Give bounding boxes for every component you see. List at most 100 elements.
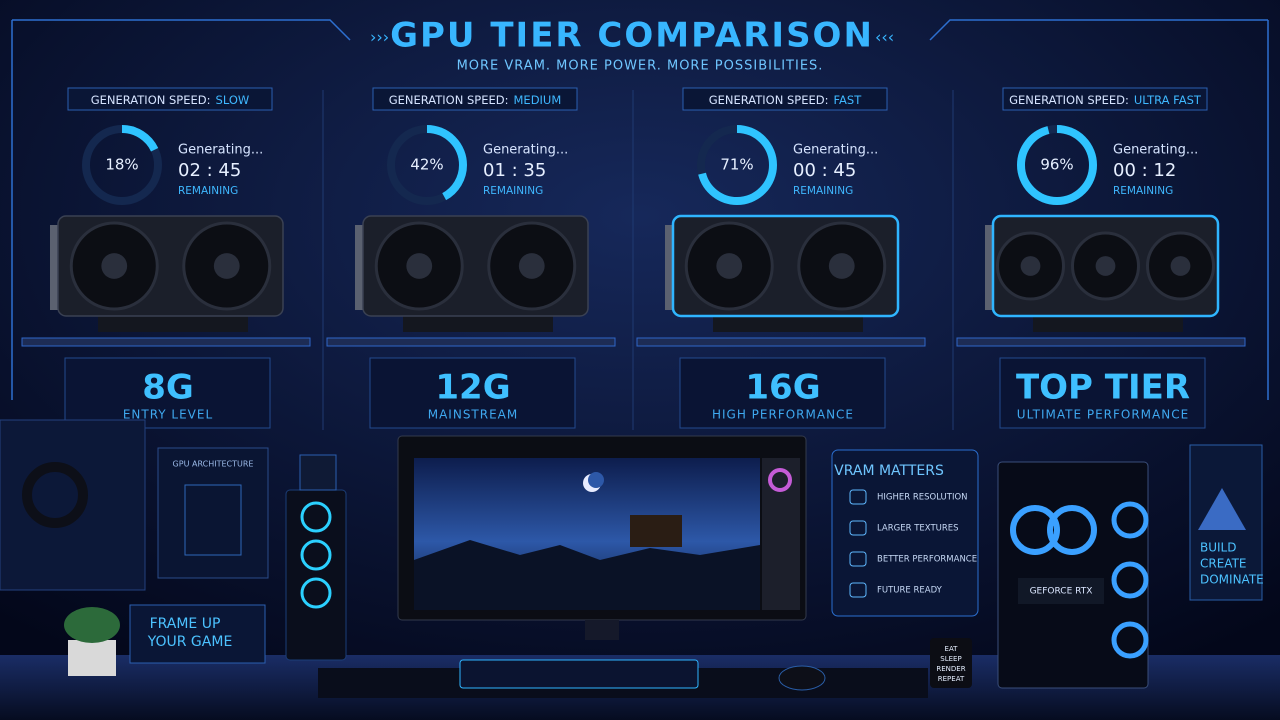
remaining: REMAINING (483, 185, 543, 197)
speed-pill (682, 87, 888, 111)
gpu-hub (518, 253, 545, 279)
mug-text: EAT SLEEP RENDER REPEAT (936, 645, 965, 683)
gpu-hub (1095, 256, 1116, 276)
tier-description: ENTRY LEVEL (123, 408, 213, 422)
keyboard (459, 659, 699, 689)
tier-name: 16G (745, 368, 820, 408)
speed-text: GENERATION SPEED: FAST (709, 93, 863, 107)
pc-fan (1111, 561, 1149, 599)
pegboard (0, 419, 146, 591)
status: Generating... (793, 143, 878, 158)
pc-case (997, 461, 1149, 689)
gpu-bracket (50, 225, 58, 310)
pc-label: GEFORCE RTX (1030, 587, 1093, 597)
vram-title: VRAM MATTERS (834, 463, 944, 479)
shelf (326, 337, 616, 347)
tier-description: ULTIMATE PERFORMANCE (1017, 408, 1189, 422)
ring-label: 71% (720, 156, 753, 174)
vram-icon (849, 520, 867, 536)
gpu-bracket (665, 225, 673, 310)
tier-description: HIGH PERFORMANCE (712, 408, 854, 422)
subtitle: MORE VRAM. MORE POWER. MORE POSSIBILITIE… (457, 59, 824, 74)
speed-pill (1002, 87, 1208, 111)
plant (64, 607, 120, 643)
mug-line: REPEAT (938, 675, 965, 683)
speed-pill (372, 87, 578, 111)
ring-label: 96% (1040, 156, 1073, 174)
poster-line: CREATE (1200, 557, 1247, 571)
vram-item: FUTURE READY (877, 586, 943, 596)
vram-icon (849, 582, 867, 598)
plant-pot (68, 640, 116, 676)
ring-label: 18% (105, 156, 138, 174)
mug-line: SLEEP (940, 655, 961, 663)
editor-panel (762, 458, 800, 610)
remaining: REMAINING (178, 185, 238, 197)
ring-progress (387, 125, 467, 205)
speed-value: FAST (834, 93, 863, 107)
remaining: REMAINING (1113, 185, 1173, 197)
tier-name: 12G (435, 368, 510, 408)
shelf (21, 337, 311, 347)
speed-value: SLOW (216, 93, 250, 107)
tier-box (369, 357, 576, 429)
gpu-bracket (355, 225, 363, 310)
title-chevrons: ‹‹‹ (875, 28, 894, 47)
speed-value: MEDIUM (514, 93, 562, 107)
tower-fan (300, 577, 332, 609)
speed-text: GENERATION SPEED: MEDIUM (389, 93, 562, 107)
house (630, 515, 682, 547)
vram-item: HIGHER RESOLUTION (877, 493, 968, 503)
gpu-hub (1170, 256, 1191, 276)
speed-label: GENERATION SPEED: (1009, 93, 1129, 107)
shelf (956, 337, 1246, 347)
gpu-pcb (98, 316, 248, 332)
time: 02 : 45 (178, 160, 241, 181)
color-wheel (768, 468, 792, 492)
shelf (636, 337, 926, 347)
speed-text: GENERATION SPEED: SLOW (91, 93, 250, 107)
gpu-hub (828, 253, 855, 279)
tower (285, 489, 347, 661)
frame (11, 19, 1269, 400)
speed-label: GENERATION SPEED: (389, 93, 509, 107)
tier-box (64, 357, 271, 429)
pc-fan (1047, 505, 1097, 555)
pc-gpu (1018, 578, 1104, 604)
title: GPU TIER COMPARISON (390, 16, 874, 56)
time: 00 : 45 (793, 160, 856, 181)
landscape (414, 540, 760, 610)
speed-value: ULTRA FAST (1134, 93, 1202, 107)
architecture-poster (157, 447, 269, 579)
tower-screen (299, 454, 337, 491)
gpu-pcb (1033, 316, 1183, 332)
gpu-pcb (403, 316, 553, 332)
moon-shadow (588, 472, 604, 488)
ring-progress (697, 125, 777, 205)
vram-icon (849, 551, 867, 567)
pc-fan (1111, 501, 1149, 539)
tier-name: 8G (142, 368, 194, 408)
tower-fan (300, 539, 332, 571)
ring-progress (82, 125, 162, 205)
tower-fan (300, 501, 332, 533)
time: 00 : 12 (1113, 160, 1176, 181)
chip-diagram (184, 484, 242, 556)
status: Generating... (178, 143, 263, 158)
pc-fan (1111, 621, 1149, 659)
sign-text: FRAME UP (150, 616, 221, 632)
vram-panel (831, 449, 979, 617)
speed-label: GENERATION SPEED: (91, 93, 211, 107)
monitor-stand (585, 620, 619, 640)
gpu-hub (101, 253, 128, 279)
status: Generating... (483, 143, 568, 158)
poster-text: GPU ARCHITECTURE (173, 460, 254, 469)
vram-item: LARGER TEXTURES (877, 524, 959, 534)
pc-fan (1010, 505, 1060, 555)
tiers: GENERATION SPEED: SLOW 18% Generating... 02 … (21, 87, 1246, 430)
gpu-hub (406, 253, 433, 279)
tier-name: TOP TIER (1016, 368, 1190, 408)
